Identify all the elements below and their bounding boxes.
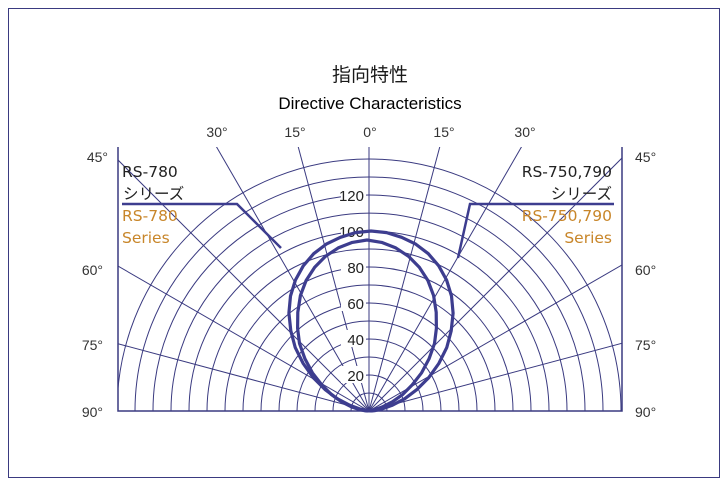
chart-frame	[8, 8, 720, 478]
angle-tick-label: 90°	[635, 404, 656, 420]
grid-spoke	[118, 343, 370, 411]
angle-tick-label: 0°	[363, 124, 376, 140]
grid-spoke	[216, 147, 370, 411]
radial-tick-bg	[341, 330, 366, 347]
polar-grid	[117, 147, 623, 412]
radial-tick-label: 60	[347, 296, 364, 313]
legend-rs780: RS-780 シリーズ RS-780 Series	[122, 163, 282, 249]
grid-spoke	[297, 147, 370, 411]
legend-rs750-name-en: Series	[564, 229, 612, 247]
radial-tick-bg	[341, 294, 366, 311]
legend-rs750-name-ja: シリーズ	[551, 185, 612, 203]
legend-rs780-name-en: Series	[122, 229, 170, 247]
legend-rs750-leader	[456, 202, 614, 259]
legend-rs750-name: RS-750,790	[522, 163, 612, 181]
grid-spoke	[368, 264, 622, 411]
angle-tick-label: 75°	[82, 337, 103, 353]
grid-lines	[118, 147, 622, 411]
angle-tick-label: 15°	[284, 124, 305, 140]
angle-tick-label: 90°	[82, 404, 103, 420]
radial-tick-bg	[341, 186, 366, 203]
radial-tick-bg	[341, 258, 366, 275]
legend-rs780-name-ja: シリーズ	[123, 185, 184, 203]
grid-spoke	[368, 147, 441, 411]
series-curve-right	[287, 229, 455, 413]
legend-rs780-name-color: RS-780	[122, 207, 178, 225]
angle-tick-label: 30°	[206, 124, 227, 140]
angle-tick-label: 60°	[635, 262, 656, 278]
angle-tick-label: 60°	[82, 262, 103, 278]
grid-spoke	[368, 157, 622, 411]
legend-rs780-name: RS-780	[122, 163, 178, 181]
angle-tick-label: 15°	[433, 124, 454, 140]
legend-rs750: RS-750,790 シリーズ RS-750,790 Series	[456, 163, 614, 259]
angle-tick-label: 45°	[635, 149, 656, 165]
legend-rs780-leader	[122, 202, 282, 249]
series-curve-left	[296, 238, 438, 413]
chart-subtitle: Directive Characteristics	[278, 94, 461, 113]
angle-tick-label: 45°	[87, 149, 108, 165]
grid-spoke	[368, 147, 522, 411]
radial-tick-bg	[341, 366, 366, 383]
angle-tick-labels: 90° 75° 60° 45° 30° 15° 0° 15° 30° 45° 60° 75° 90°	[82, 124, 656, 420]
chart-title: 指向特性	[332, 64, 408, 86]
legend-rs750-name-color: RS-750,790	[522, 207, 612, 225]
radial-tick-label: 20	[347, 368, 364, 385]
grid-spoke	[368, 342, 622, 411]
polar-chart: 指向特性 Directive Characteristics 90° 75° 60°…	[82, 64, 656, 420]
radial-tick-label: 80	[347, 260, 364, 277]
series-curves	[287, 229, 455, 413]
radial-tick-label: 120	[339, 188, 364, 205]
angle-tick-label: 30°	[514, 124, 535, 140]
grid-spoke	[118, 265, 370, 411]
angle-tick-label: 75°	[635, 337, 656, 353]
radial-tick-label: 40	[347, 332, 364, 349]
